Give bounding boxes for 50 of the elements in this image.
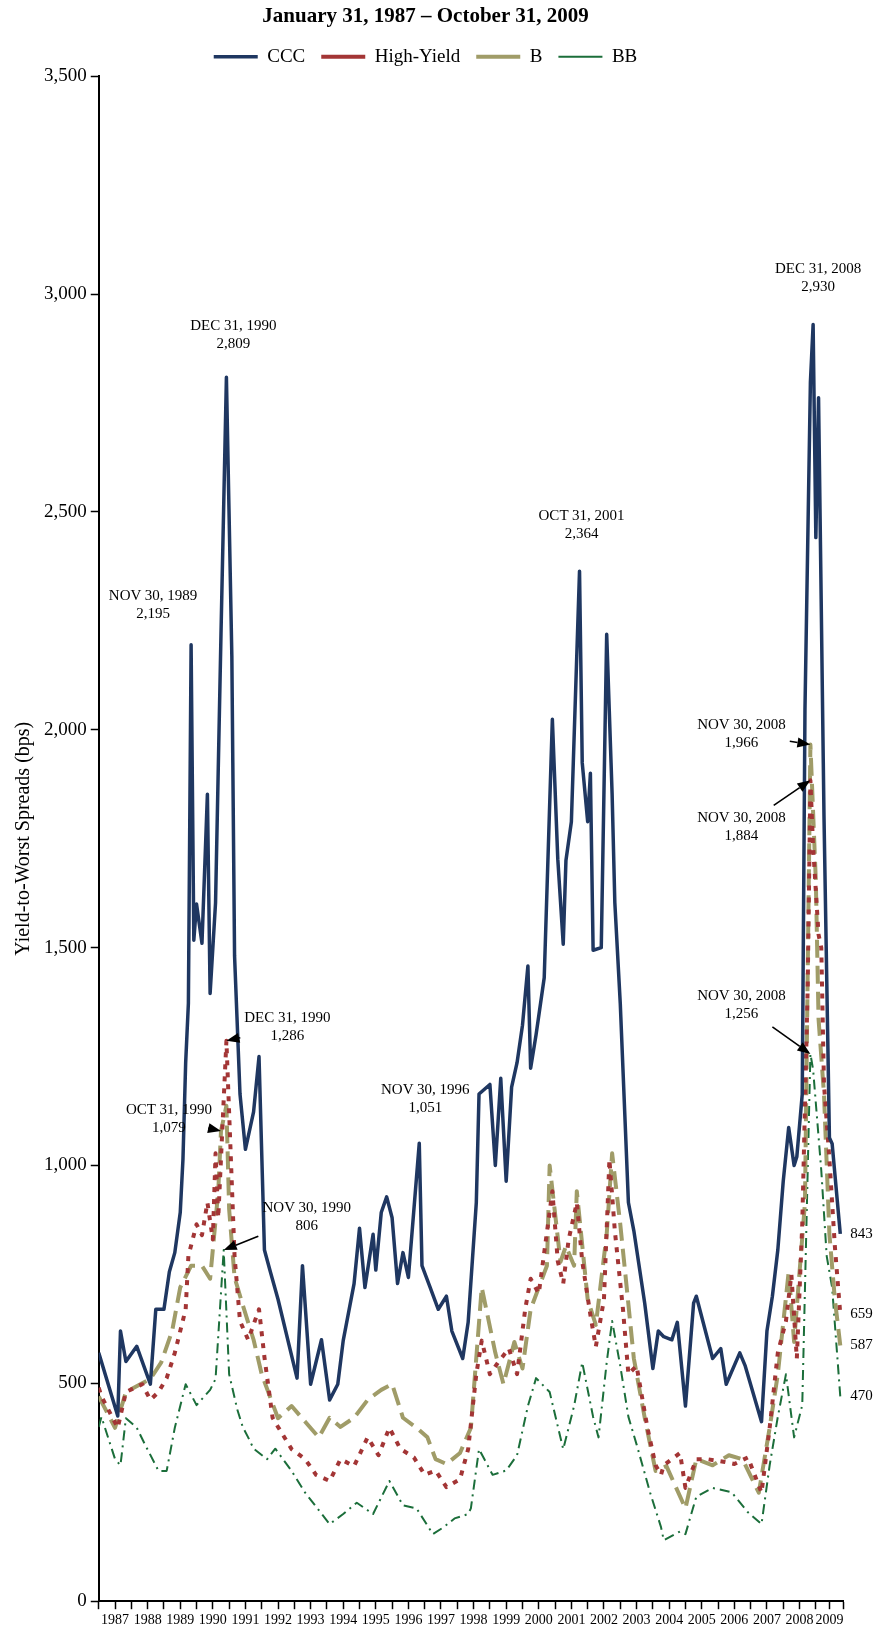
x-tick-label: 2000 bbox=[524, 1612, 553, 1628]
x-tick-label: 1988 bbox=[133, 1612, 162, 1628]
y-axis-title: Yield-to-Worst Spreads (bps) bbox=[11, 721, 35, 956]
x-tick-label: 1993 bbox=[296, 1612, 325, 1628]
x-tick-label: 2005 bbox=[687, 1612, 716, 1628]
y-tick-label: 1,000 bbox=[44, 1153, 87, 1175]
chart-title: January 31, 1987 – October 31, 2009 bbox=[262, 3, 589, 28]
legend-label: High-Yield bbox=[374, 44, 461, 66]
x-tick-label: 2009 bbox=[815, 1612, 844, 1628]
annotation: 470 bbox=[850, 1387, 873, 1404]
y-tick-label: 1,500 bbox=[44, 935, 87, 957]
y-tick-label: 0 bbox=[77, 1589, 87, 1611]
y-tick-label: 2,500 bbox=[44, 499, 87, 521]
legend-label: CCC bbox=[267, 44, 306, 66]
x-tick-label: 1999 bbox=[492, 1612, 521, 1628]
legend-label: B bbox=[529, 44, 543, 66]
x-tick-label: 2002 bbox=[589, 1612, 618, 1628]
annotation: DEC 31, 1990 1,286 bbox=[244, 1008, 331, 1043]
x-tick-label: 1997 bbox=[427, 1612, 455, 1628]
x-tick-label: 1994 bbox=[329, 1612, 358, 1628]
x-tick-label: 1989 bbox=[166, 1612, 195, 1628]
x-tick-label: 1992 bbox=[264, 1612, 293, 1628]
y-tick-label: 2,000 bbox=[44, 717, 87, 739]
annotation: NOV 30, 2008 1,966 bbox=[697, 715, 786, 750]
annotation: OCT 31, 2001 2,364 bbox=[538, 507, 625, 542]
x-tick-label: 1996 bbox=[394, 1612, 423, 1628]
x-tick-label: 2006 bbox=[720, 1612, 749, 1628]
legend-label: BB bbox=[611, 44, 638, 66]
annotation: 587 bbox=[850, 1336, 874, 1353]
annotation: DEC 31, 1990 2,809 bbox=[190, 317, 277, 352]
y-tick-label: 3,500 bbox=[44, 64, 87, 86]
y-tick-label: 3,000 bbox=[44, 282, 87, 304]
x-tick-label: 2001 bbox=[557, 1612, 586, 1628]
y-tick-label: 500 bbox=[58, 1371, 87, 1393]
annotation: 843 bbox=[850, 1224, 873, 1241]
annotation: NOV 30, 1996 1,051 bbox=[381, 1081, 470, 1116]
x-tick-label: 2004 bbox=[655, 1612, 684, 1628]
x-tick-label: 1990 bbox=[198, 1612, 227, 1628]
x-tick-label: 1987 bbox=[101, 1612, 130, 1628]
x-tick-label: 2003 bbox=[622, 1612, 651, 1628]
x-tick-label: 2007 bbox=[752, 1612, 781, 1628]
annotation: 659 bbox=[850, 1305, 873, 1321]
annotation: NOV 30, 2008 1,884 bbox=[697, 809, 786, 844]
annotation: DEC 31, 2008 2,930 bbox=[775, 260, 862, 295]
x-tick-label: 1991 bbox=[231, 1612, 260, 1628]
x-tick-label: 2008 bbox=[785, 1612, 814, 1628]
x-tick-label: 1995 bbox=[361, 1612, 390, 1628]
annotation: NOV 30, 1989 2,195 bbox=[108, 586, 198, 621]
annotation: NOV 30, 2008 1,256 bbox=[697, 986, 786, 1021]
x-tick-label: 1998 bbox=[459, 1612, 488, 1628]
